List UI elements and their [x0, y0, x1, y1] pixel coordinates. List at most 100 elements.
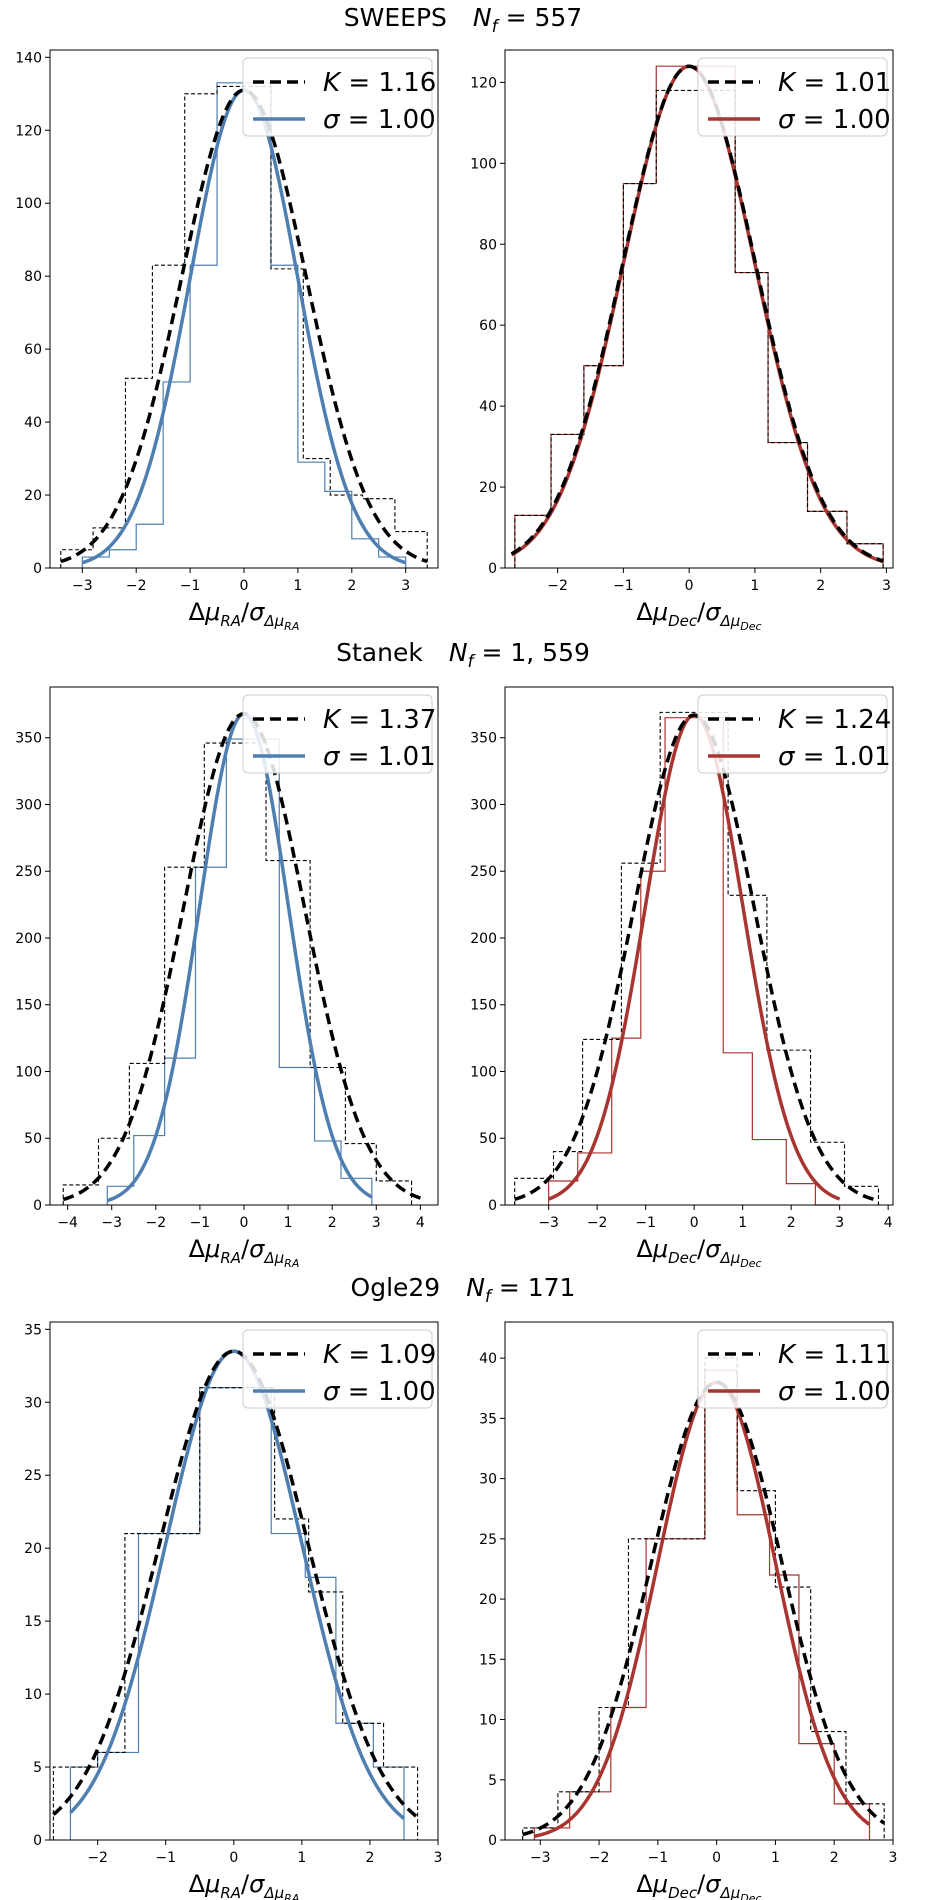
x-tick-label: 3: [372, 1215, 381, 1231]
histogram-narrow: [106, 738, 373, 1205]
y-tick-label: 80: [24, 269, 42, 285]
x-tick-label: −1: [613, 578, 634, 594]
x-tick-label: −2: [587, 1215, 608, 1231]
axes-frame: [504, 686, 894, 1206]
histogram-wide: [522, 1357, 885, 1840]
y-tick-label: 350: [15, 731, 42, 747]
y-tick-label: 60: [479, 318, 497, 334]
x-tick-label: −2: [126, 578, 147, 594]
legend-sigma-label: σ = 1.01: [778, 742, 891, 772]
y-tick-label: 20: [479, 480, 497, 496]
y-tick-label: 150: [15, 998, 42, 1014]
axes-frame: [504, 49, 894, 569]
y-tick-label: 140: [15, 50, 42, 66]
gaussian-fit-dashed: [60, 88, 428, 564]
y-tick-label: 10: [24, 1687, 42, 1703]
x-tick-label: 1: [293, 578, 302, 594]
x-tick-label: −3: [538, 1215, 559, 1231]
legend-sigma-label: σ = 1.00: [323, 105, 436, 135]
x-tick-label: −3: [101, 1215, 122, 1231]
legend-sigma-label: σ = 1.00: [778, 1377, 891, 1407]
x-axis-label: ΔμDec/σΔμDec: [636, 1870, 761, 1900]
y-tick-label: 0: [33, 561, 42, 577]
x-tick-label: −3: [72, 578, 93, 594]
gaussian-fit-solid: [69, 1349, 406, 1820]
y-tick-label: 200: [15, 931, 42, 947]
legend-k-label: K = 1.11: [778, 1340, 891, 1370]
x-tick-label: 2: [347, 578, 356, 594]
legend-k-label: K = 1.01: [778, 68, 891, 98]
panel-stanek-dec: 0 50 100 150 200 250 300 350 −3 −2 −1 0 1 2 3 4 K = 1.24…: [470, 686, 894, 1270]
x-tick-label: −1: [648, 1850, 669, 1866]
legend-sigma-value: 1.00: [378, 105, 436, 135]
x-tick-label: −1: [180, 578, 201, 594]
y-tick-label: 25: [479, 1532, 497, 1548]
x-axis-label: ΔμDec/σΔμDec: [636, 1235, 761, 1270]
x-tick-label: −4: [57, 1215, 78, 1231]
y-tick-label: 40: [479, 399, 497, 415]
x-axis-label: ΔμRA/σΔμRA: [189, 598, 300, 633]
legend-k-value: 1.16: [378, 68, 436, 98]
x-tick-label: −2: [87, 1850, 108, 1866]
x-axis-label: ΔμRA/σΔμRA: [189, 1870, 300, 1900]
y-tick-label: 0: [33, 1833, 42, 1849]
axes-frame: [49, 49, 439, 569]
x-tick-label: 3: [401, 578, 410, 594]
group-title-ogle29: Ogle29 Nf = 171: [351, 1273, 576, 1307]
legend-sigma-label: σ = 1.00: [323, 1377, 436, 1407]
y-tick-label: 200: [470, 931, 497, 947]
axes-frame: [49, 1321, 439, 1841]
y-tick-label: 25: [24, 1468, 42, 1484]
x-tick-label: 3: [434, 1850, 443, 1866]
x-tick-label: −1: [155, 1850, 176, 1866]
y-tick-label: 15: [479, 1652, 497, 1668]
legend-sigma-value: 1.01: [833, 742, 891, 772]
legend: K = 1.01 σ = 1.00: [697, 57, 891, 137]
axes-frame: [504, 1321, 894, 1841]
y-tick-label: 120: [470, 75, 497, 91]
y-tick-label: 100: [470, 1064, 497, 1080]
legend-k-value: 1.09: [378, 1340, 436, 1370]
x-tick-label: 4: [884, 1215, 893, 1231]
y-tick-label: 30: [479, 1472, 497, 1488]
y-tick-label: 0: [33, 1198, 42, 1214]
gaussian-fit-solid: [534, 1380, 871, 1838]
legend-k-value: 1.24: [833, 705, 891, 735]
x-tick-label: 2: [328, 1215, 337, 1231]
y-tick-label: 300: [470, 797, 497, 813]
y-tick-label: 10: [479, 1713, 497, 1729]
x-tick-label: 0: [685, 578, 694, 594]
legend-sigma-value: 1.00: [378, 1377, 436, 1407]
x-axis-label: ΔμRA/σΔμRA: [189, 1235, 300, 1270]
legend: K = 1.16 σ = 1.00: [242, 57, 436, 137]
histogram-narrow: [533, 1369, 871, 1840]
y-tick-label: 100: [470, 156, 497, 172]
y-tick-label: 120: [15, 123, 42, 139]
y-tick-label: 15: [24, 1614, 42, 1630]
legend-box: [697, 1329, 888, 1409]
legend: K = 1.09 σ = 1.00: [242, 1329, 436, 1409]
legend-k-value: 1.11: [833, 1340, 891, 1370]
x-tick-label: 3: [889, 1850, 898, 1866]
x-tick-label: 1: [738, 1215, 747, 1231]
y-tick-label: 5: [33, 1760, 42, 1776]
gaussian-fit-dashed: [522, 1380, 886, 1837]
y-tick-label: 20: [24, 1541, 42, 1557]
legend-k-label: K = 1.37: [323, 705, 436, 735]
gaussian-fit-solid: [510, 64, 884, 564]
legend-k-value: 1.01: [833, 68, 891, 98]
panel-ogle29-ra: 0 5 10 15 20 25 30 35 −2 −1 0 1 2 3 K = 1.09 σ = 1.00 Δμ…: [24, 1321, 443, 1900]
histogram-wide: [514, 89, 884, 568]
x-tick-label: −3: [530, 1850, 551, 1866]
panel-sweeps-ra: 0 20 40 60 80 100 120 140 −3 −2 −1 0 1 2 3 K = 1.16 σ = …: [15, 49, 439, 633]
x-tick-label: −2: [589, 1850, 610, 1866]
x-tick-label: 0: [240, 578, 249, 594]
x-tick-label: 1: [297, 1850, 306, 1866]
x-tick-label: 2: [365, 1850, 374, 1866]
y-tick-label: 80: [479, 237, 497, 253]
histogram-wide: [60, 85, 428, 568]
x-tick-label: −1: [635, 1215, 656, 1231]
y-tick-label: 0: [488, 1198, 497, 1214]
x-tick-label: 0: [240, 1215, 249, 1231]
